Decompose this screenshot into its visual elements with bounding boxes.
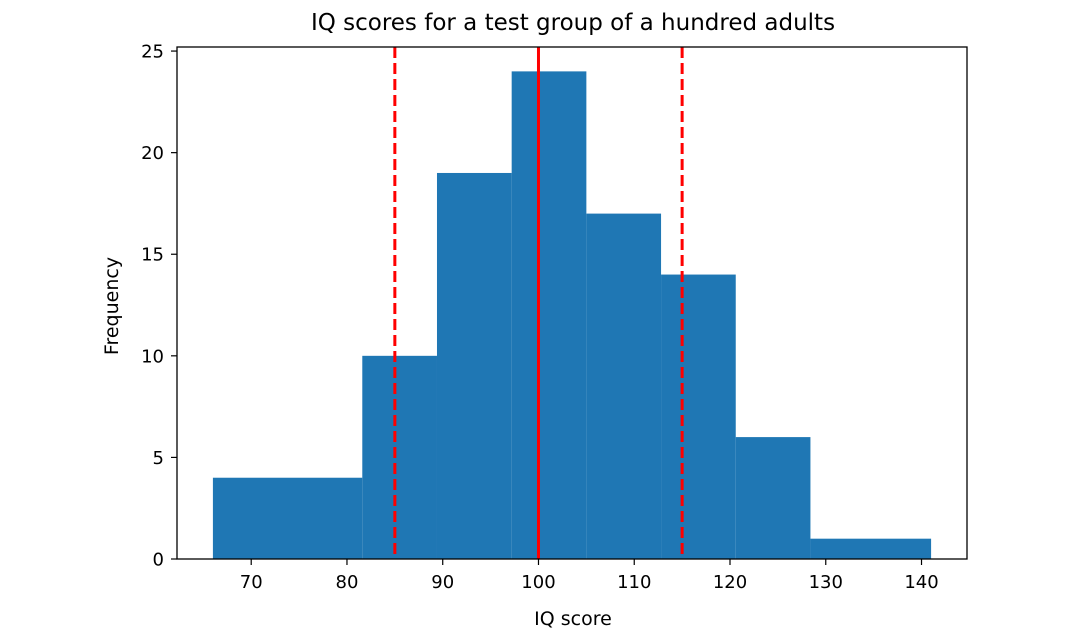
x-tick-label-0: 70 (240, 572, 263, 593)
chart-title: IQ scores for a test group of a hundred … (311, 10, 835, 36)
plot-frame (176, 46, 968, 560)
y-tick-label-1: 5 (153, 448, 164, 469)
histogram-bar-6 (735, 437, 811, 559)
y-axis-label: Frequency (101, 257, 123, 355)
x-tick-label-5: 120 (713, 572, 747, 593)
x-tick-label-6: 130 (809, 572, 843, 593)
histogram-bar-4 (586, 213, 662, 559)
x-tick-label-2: 90 (431, 572, 454, 593)
reference-lines (393, 47, 684, 559)
x-axis-label: IQ score (534, 608, 612, 630)
y-tick-label-2: 10 (141, 346, 164, 367)
x-tick-label-3: 100 (521, 572, 555, 593)
histogram-bar-0 (212, 477, 363, 559)
x-tick-label-1: 80 (336, 572, 359, 593)
histogram-bars (212, 71, 932, 559)
x-tick-label-4: 110 (617, 572, 651, 593)
x-tick-label-7: 140 (904, 572, 938, 593)
histogram-bar-2 (436, 172, 512, 559)
y-tick-label-0: 0 (153, 550, 164, 571)
histogram-bar-3 (511, 71, 587, 559)
x-axis-ticks: 70 80 90 100 110 120 130 140 (240, 559, 939, 593)
y-tick-label-3: 15 (141, 245, 164, 266)
y-tick-label-4: 20 (141, 143, 164, 164)
y-tick-label-5: 25 (141, 42, 164, 63)
histogram-bar-5 (661, 274, 736, 559)
histogram-bar-1 (362, 355, 437, 559)
y-axis-ticks: 0 5 10 15 20 25 (141, 42, 177, 571)
histogram-bar-7 (810, 538, 932, 559)
